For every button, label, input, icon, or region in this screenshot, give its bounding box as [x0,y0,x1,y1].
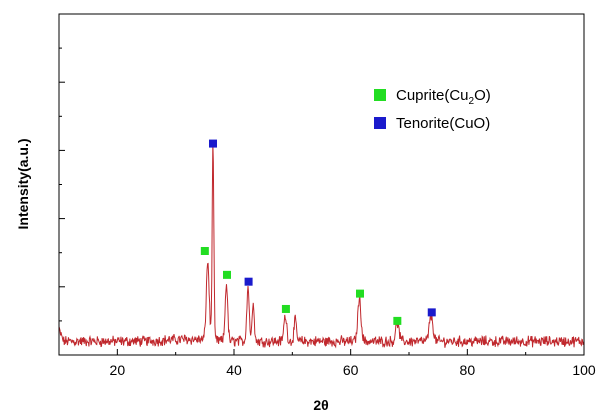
x-tick-label: 60 [343,362,359,378]
cuprite-marker [356,289,364,298]
tenorite-marker [244,277,253,286]
tenorite-marker [209,139,217,148]
y-axis-title: Intensity(a.u.) [15,138,31,229]
phase-markers [200,139,436,325]
legend: Cuprite(Cu2O) Tenorite(CuO) [374,87,491,132]
legend-label: Cuprite(Cu2O) [396,87,491,107]
plot-area [59,14,584,355]
cuprite-marker [281,304,290,313]
legend-swatch [374,117,386,129]
cuprite-marker [200,246,209,255]
axes-layer: 20 40 60 80 100 [58,13,596,378]
x-axis-title: 2θ [313,397,328,413]
x-tick-label: 20 [110,362,126,378]
x-tick-label: 40 [226,362,242,378]
plot-background [59,14,584,355]
data-layer [58,142,585,349]
legend-swatch [374,89,386,101]
tenorite-marker [427,308,436,317]
series-line [58,142,585,349]
x-tick-label: 80 [460,362,476,378]
cuprite-marker [223,270,231,279]
cuprite-marker [393,316,402,325]
x-tick-label: 100 [572,362,596,378]
legend-label: Tenorite(CuO) [396,115,490,132]
